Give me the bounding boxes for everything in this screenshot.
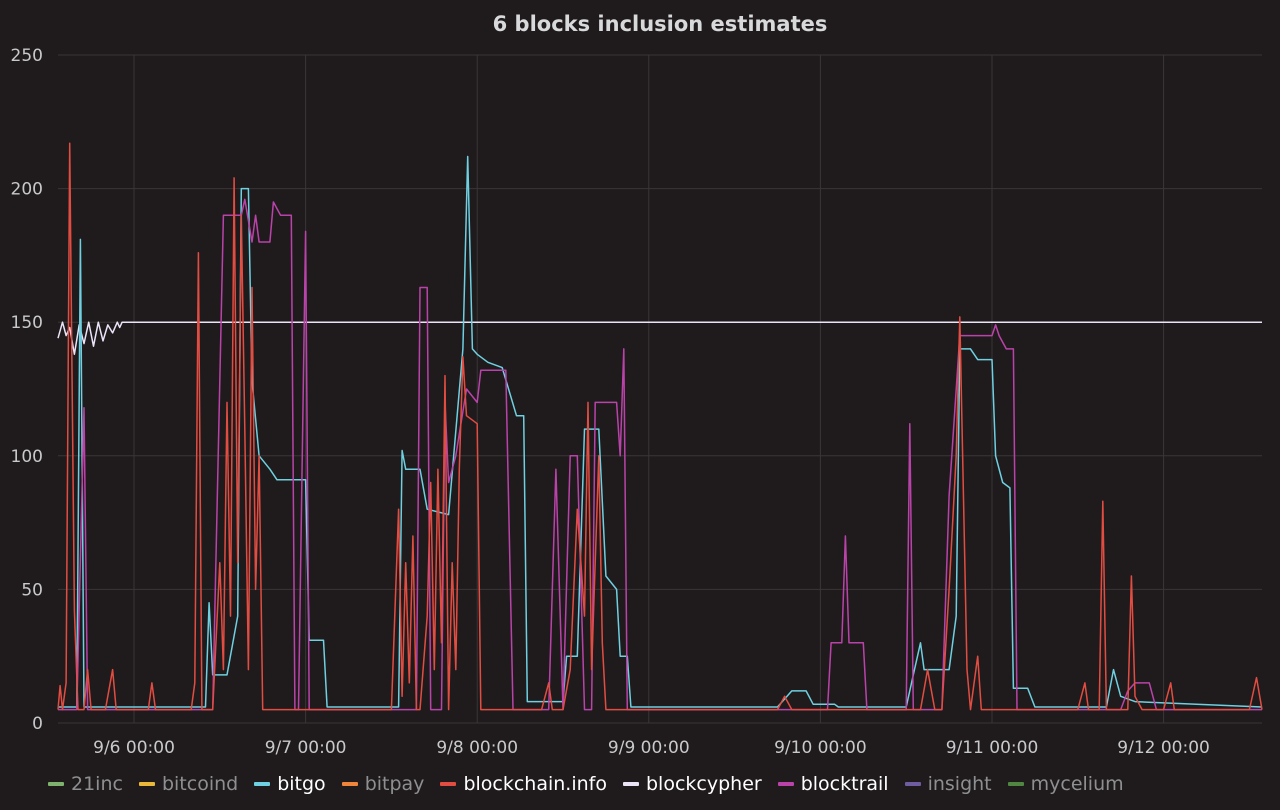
y-tick-label: 200 [11,180,43,200]
y-tick-label: 100 [11,447,43,467]
legend-swatch [48,782,64,786]
legend-swatch [777,782,794,786]
legend-label: blockchain.info [463,773,607,795]
y-tick-label: 50 [21,580,43,600]
legend-label: bitpay [364,773,425,795]
legend-item-blockcypher[interactable]: blockcypher [622,773,762,795]
x-tick-label: 9/9 00:00 [608,738,690,758]
legend-swatch [1007,782,1024,786]
legend-item-bitcoind[interactable]: bitcoind [138,773,239,795]
chart-legend: 21inc bitcoind bitgo bitpay blockchain.info b… [48,770,1140,798]
legend-swatch [440,782,457,786]
series-line-blockcypher [57,321,1262,356]
x-tick-label: 9/7 00:00 [265,738,347,758]
y-tick-label: 250 [11,46,43,66]
y-tick-label: 0 [32,714,43,734]
x-tick-label: 9/6 00:00 [93,738,175,758]
legend-label: insight [927,773,992,795]
legend-swatch [254,782,271,786]
series-line-blocktrail [58,198,1262,711]
legend-item-bitgo[interactable]: bitgo [254,773,326,795]
x-tick-label: 9/8 00:00 [436,738,518,758]
legend-label: blockcypher [645,773,762,795]
x-axis: 9/6 00:00 9/7 00:00 9/8 00:00 9/9 00:00 9/10… [93,738,1210,758]
x-tick-label: 9/11 00:00 [946,738,1039,758]
legend-item-blocktrail[interactable]: blocktrail [777,773,889,795]
legend-swatch [138,782,155,786]
legend-item-mycelium[interactable]: mycelium [1007,773,1124,795]
chart-grid [58,54,1262,724]
legend-swatch [622,782,639,786]
legend-label: 21inc [71,773,123,795]
legend-item-blockchain-info[interactable]: blockchain.info [440,773,607,795]
legend-label: blocktrail [800,773,889,795]
legend-item-21inc[interactable]: 21inc [48,773,123,795]
chart-title: 6 blocks inclusion estimates [493,12,828,36]
plot-area [57,142,1263,711]
x-tick-label: 9/10 00:00 [774,738,867,758]
legend-label: bitcoind [161,773,239,795]
y-tick-label: 150 [11,313,43,333]
legend-swatch [341,782,358,786]
legend-label: bitgo [277,773,326,795]
legend-item-bitpay[interactable]: bitpay [341,773,425,795]
legend-item-insight[interactable]: insight [904,773,992,795]
x-tick-label: 9/12 00:00 [1117,738,1210,758]
y-axis: 0 50 100 150 200 250 [11,46,43,734]
series-line-bitgo [58,155,1263,708]
legend-label: mycelium [1030,773,1124,795]
legend-swatch [904,782,921,786]
series-line-blockchain-info [57,142,1263,711]
